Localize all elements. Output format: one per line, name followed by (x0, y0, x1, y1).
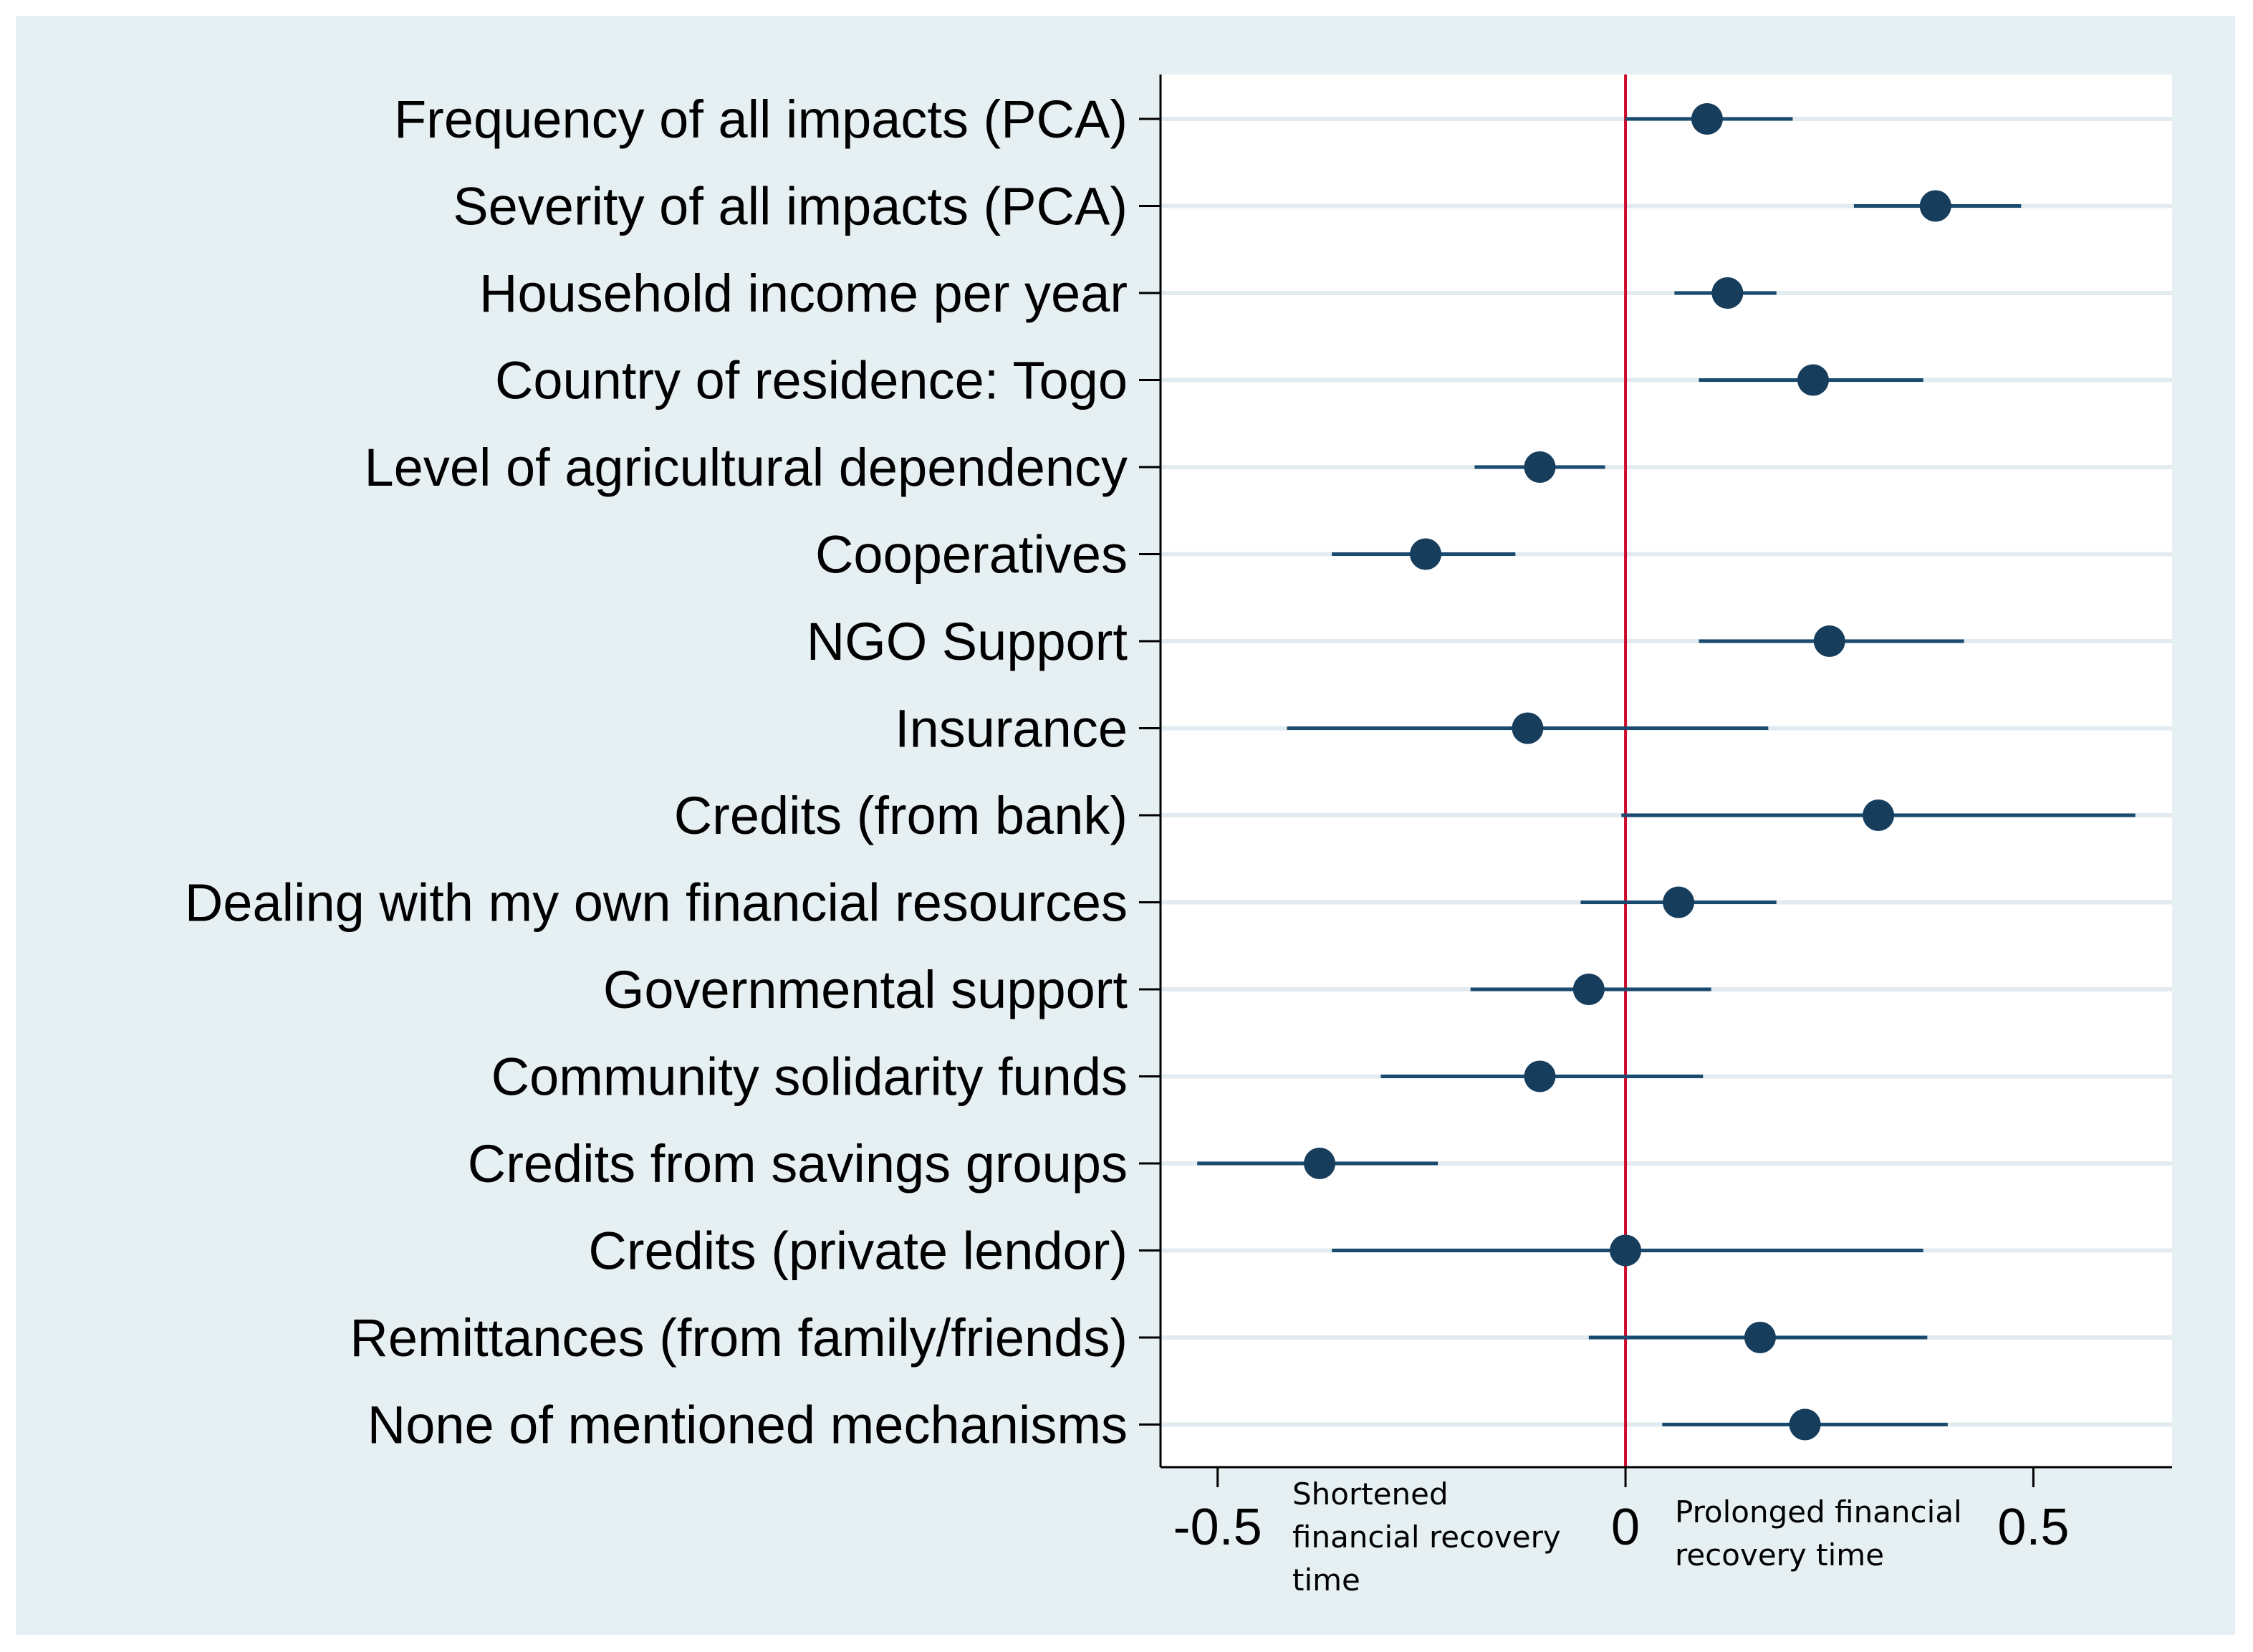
y-tick-label: Remittances (from family/friends) (350, 1308, 1128, 1368)
annotation-line: time (1292, 1562, 1360, 1598)
y-tick-label: Credits (from bank) (674, 786, 1128, 845)
point-estimate (1813, 625, 1845, 657)
point-estimate (1789, 1408, 1821, 1441)
data-series (1197, 103, 2136, 1441)
y-tick-label: Cooperatives (815, 525, 1128, 585)
point-estimate (1524, 1060, 1556, 1092)
point-estimate (1512, 712, 1544, 744)
y-tick-label: Severity of all impacts (PCA) (453, 177, 1128, 236)
y-tick-label: Credits from savings groups (468, 1134, 1128, 1194)
x-tick-label: -0.5 (1173, 1499, 1262, 1556)
y-tick-label: Household income per year (479, 264, 1128, 323)
y-tick-label: NGO Support (807, 612, 1128, 671)
y-tick-label: Governmental support (603, 960, 1128, 1019)
y-tick-label: Country of residence: Togo (495, 351, 1128, 410)
annotation-right: Prolonged financial recovery time (1675, 1494, 1962, 1572)
x-tick-label: 0 (1611, 1499, 1640, 1556)
y-tick-label: Frequency of all impacts (PCA) (394, 90, 1128, 149)
annotation-line: recovery time (1675, 1537, 1884, 1572)
plot-area (1161, 75, 2172, 1467)
point-estimate (1863, 799, 1895, 831)
y-tick-label: Dealing with my own financial resources (185, 873, 1128, 933)
point-estimate (1691, 103, 1723, 135)
point-estimate (1919, 190, 1951, 222)
annotation-line: Prolonged financial (1675, 1494, 1962, 1529)
point-estimate (1744, 1322, 1776, 1353)
y-tick-label: Community solidarity funds (491, 1047, 1128, 1107)
point-estimate (1304, 1148, 1336, 1179)
y-axis: Frequency of all impacts (PCA) Severity o… (185, 75, 1162, 1467)
point-estimate (1524, 451, 1556, 483)
point-estimate (1663, 886, 1695, 918)
point-estimate (1797, 364, 1829, 396)
y-tick-label: None of mentioned mechanisms (368, 1396, 1128, 1455)
point-estimate (1610, 1234, 1642, 1267)
point-estimate (1572, 974, 1605, 1005)
annotation-line: financial recovery (1292, 1519, 1561, 1555)
y-tick-label: Insurance (895, 699, 1128, 759)
y-tick-label: Level of agricultural dependency (365, 438, 1128, 497)
point-estimate (1711, 277, 1744, 309)
annotation-left: Shortened financial recovery time (1292, 1476, 1561, 1598)
x-tick-label: 0.5 (1997, 1499, 2069, 1556)
annotation-line: Shortened (1292, 1476, 1449, 1512)
point-estimate (1410, 538, 1442, 570)
x-axis: -0.5 0 0.5 (1161, 1466, 2172, 1556)
y-tick-label: Credits (private lendor) (588, 1221, 1128, 1281)
